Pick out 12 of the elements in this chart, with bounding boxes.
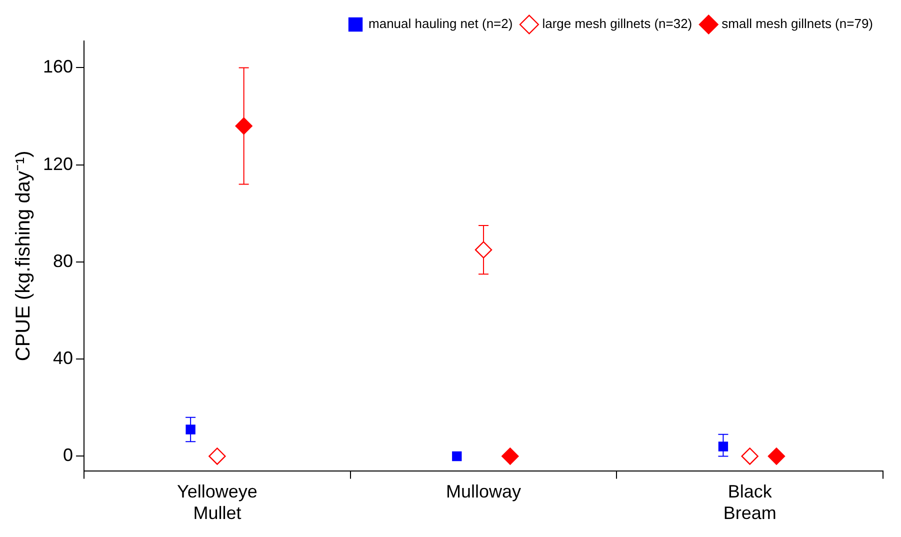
y-axis-title: CPUE (kg.fishing day⁻¹) bbox=[12, 150, 35, 362]
x-tick-label: Black Bream bbox=[723, 482, 776, 524]
y-tick-label: 80 bbox=[53, 250, 74, 271]
x-tick-label: Mulloway bbox=[446, 482, 522, 502]
y-tick-label: 160 bbox=[42, 56, 74, 77]
legend-label: small mesh gillnets (n=79) bbox=[722, 16, 874, 32]
y-tick-label: 0 bbox=[63, 445, 74, 466]
y-tick-label: 120 bbox=[42, 154, 74, 174]
y-tick-label: 40 bbox=[53, 348, 74, 368]
legend-label: large mesh gillnets (n=32) bbox=[542, 16, 692, 32]
x-tick-label: Yelloweye Mullet bbox=[176, 482, 258, 524]
legend-label: manual hauling net (n=2) bbox=[368, 16, 513, 32]
